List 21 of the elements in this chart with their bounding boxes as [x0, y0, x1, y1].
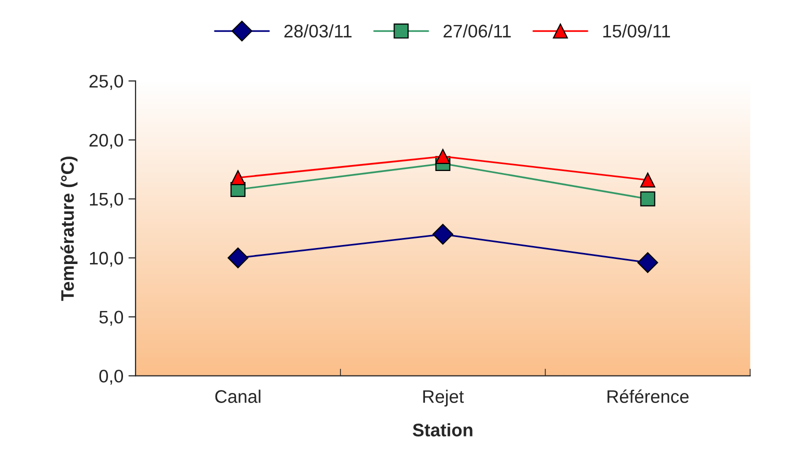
point: [228, 247, 248, 268]
point: [230, 170, 246, 186]
point: [637, 252, 658, 273]
y-tick-label: 0,0: [99, 370, 124, 385]
point: [640, 172, 656, 188]
x-tick-label: Rejet: [423, 390, 464, 407]
legend-label: 27/06/11: [444, 24, 511, 38]
y-tick-label: 15,0: [90, 192, 124, 208]
x-tick-label: Canal: [215, 390, 260, 403]
point: [435, 148, 450, 164]
y-axis-title: Température (°C): [60, 156, 78, 301]
y-tick-label: 20,0: [90, 134, 124, 149]
point: [432, 224, 454, 245]
y-tick-label: 10,0: [90, 252, 124, 267]
point: [640, 191, 656, 206]
x-tick-label: Référence: [608, 389, 689, 403]
legend-label: 15/09/11: [603, 24, 670, 38]
legend-label: 28/03/11: [284, 24, 352, 38]
x-axis-title: Station: [412, 423, 472, 436]
y-tick-label: 25,0: [90, 74, 124, 90]
y-tick-label: 5,0: [99, 310, 124, 326]
